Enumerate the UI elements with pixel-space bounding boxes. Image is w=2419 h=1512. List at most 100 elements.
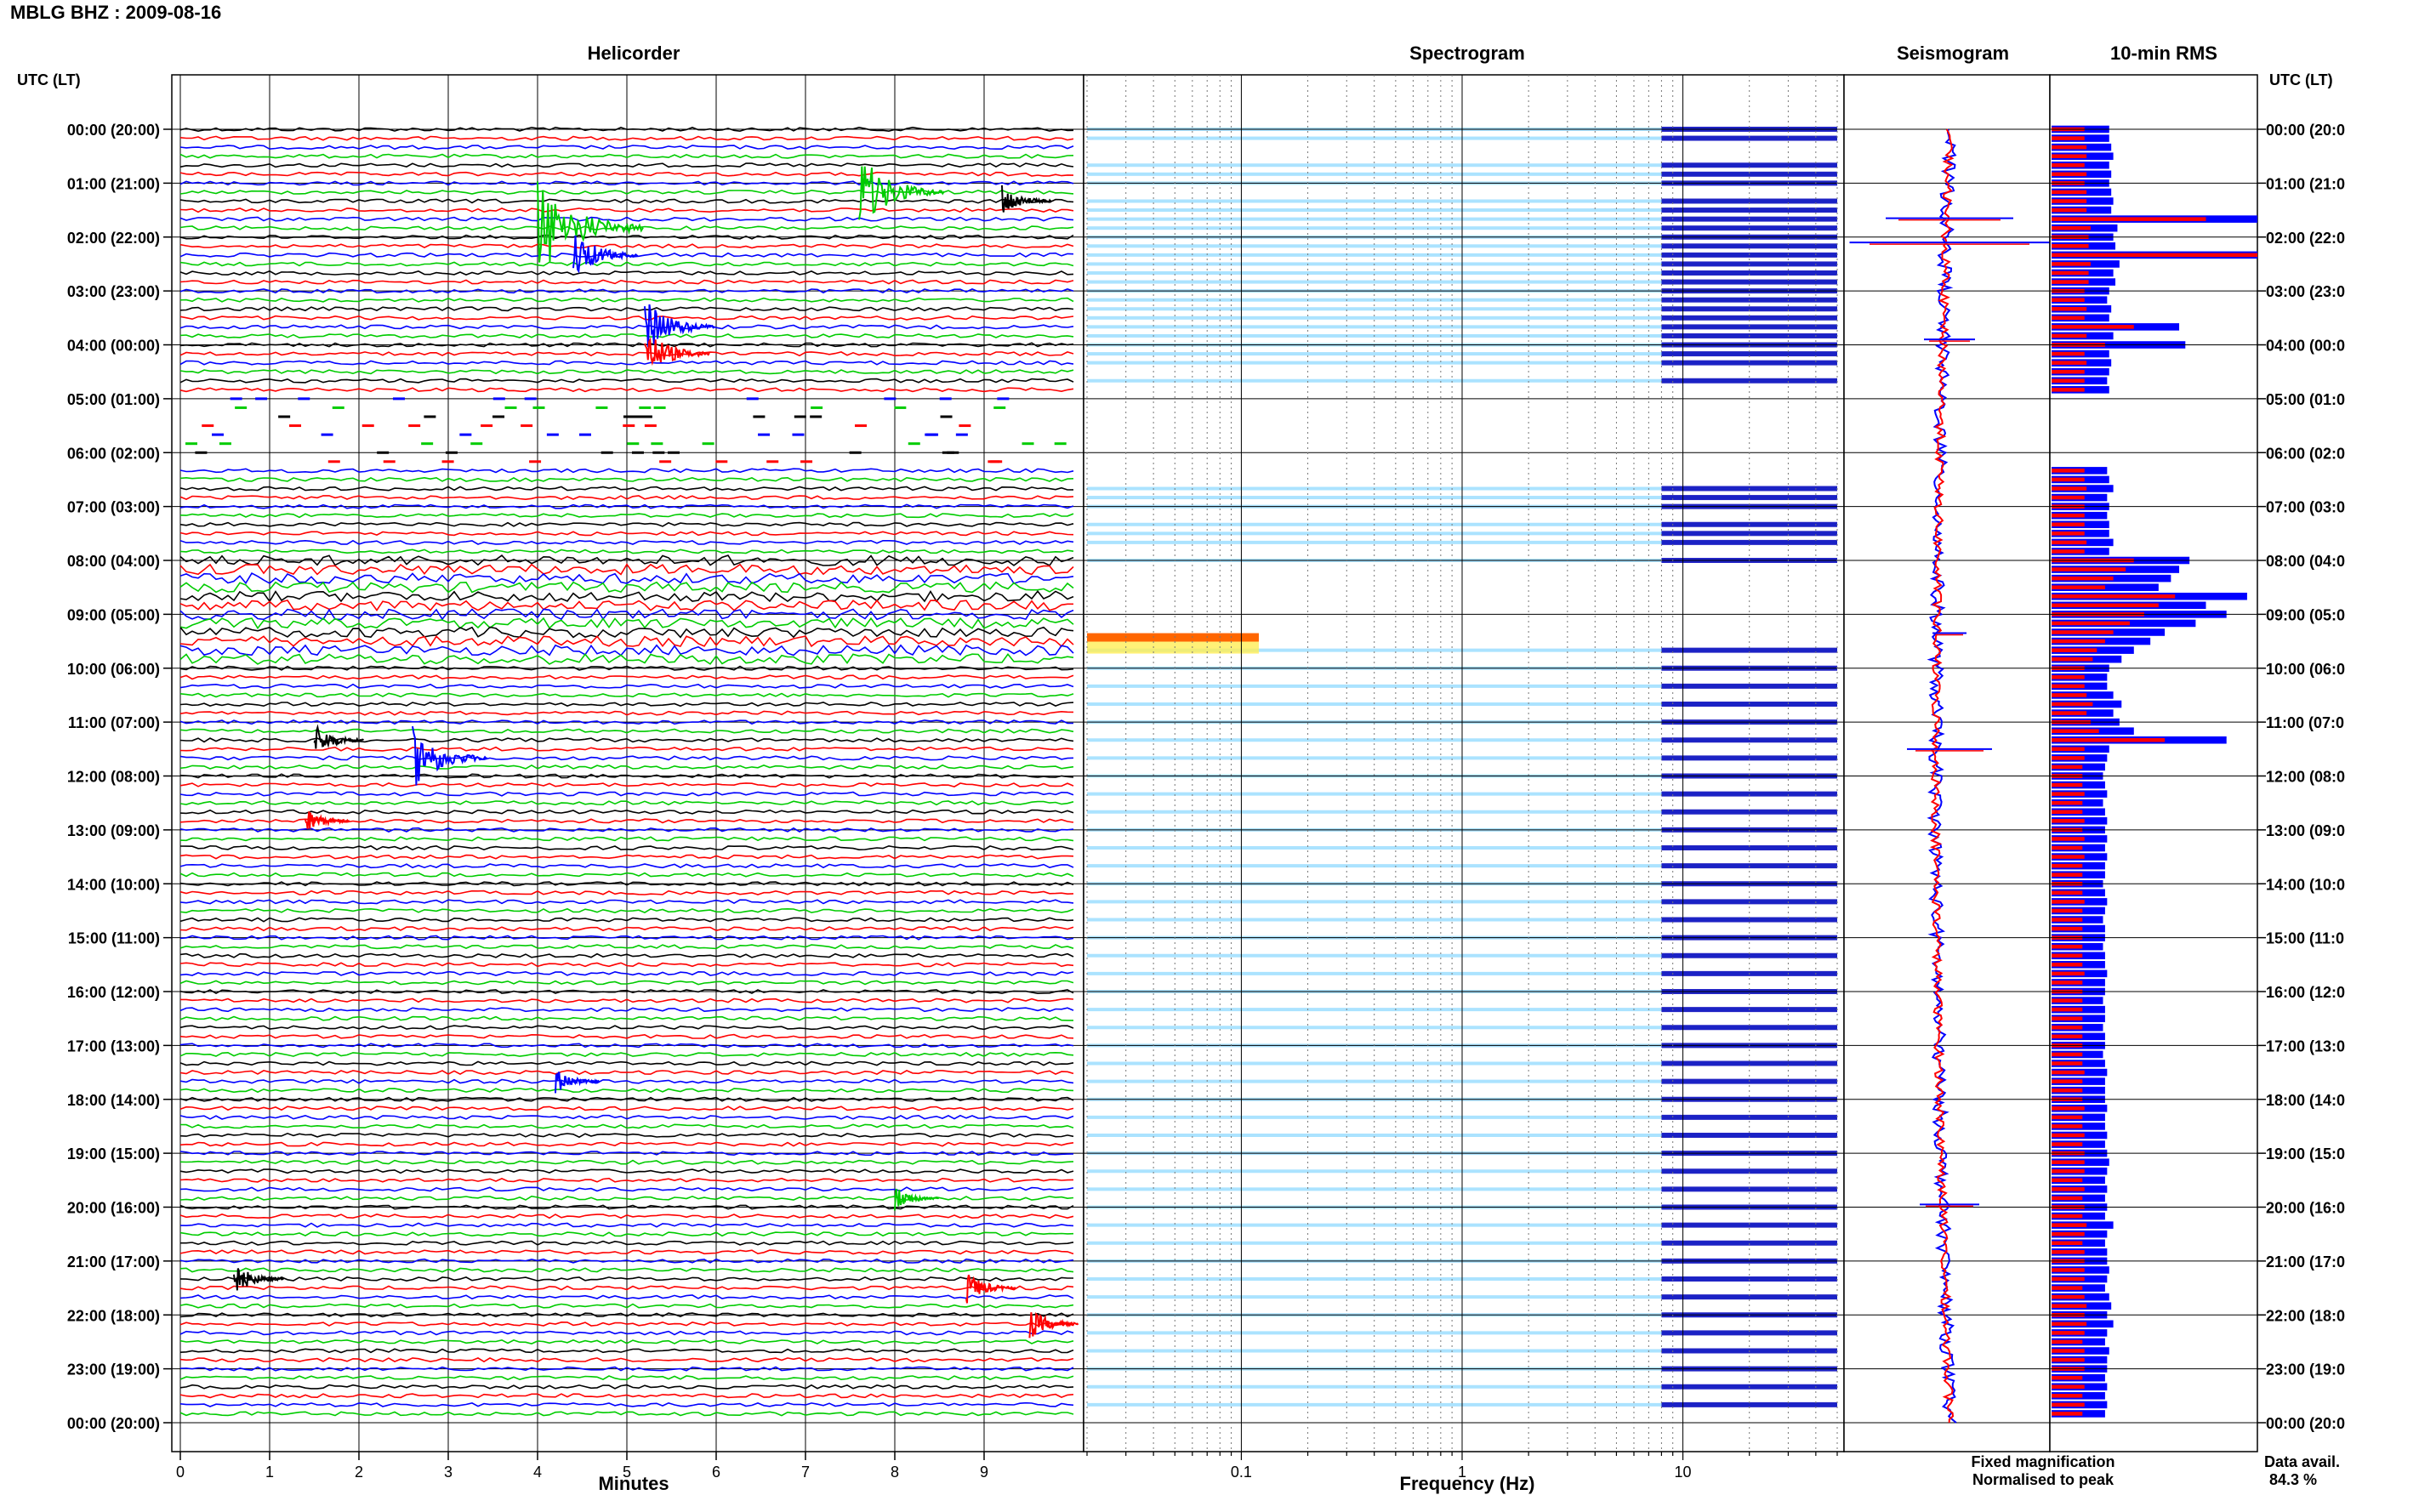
time-label-right: 06:00 (02:0 — [2266, 445, 2345, 462]
rms-bar-normalised — [2052, 648, 2097, 652]
minute-tick-label: 8 — [891, 1464, 899, 1481]
rms-bar-normalised — [2052, 388, 2085, 392]
time-label-right: 09:00 (05:0 — [2266, 606, 2345, 623]
helicorder-trace — [179, 1168, 1074, 1174]
seismic-event — [233, 1268, 284, 1291]
rms-bar-normalised — [2052, 1115, 2083, 1120]
helicorder-trace — [179, 1222, 1074, 1228]
helicorder-trace — [179, 126, 1074, 133]
seismogram-panel-title: Seismogram — [1897, 43, 2009, 64]
spectrogram-panel — [1083, 74, 1845, 1452]
helicorder-trace — [179, 683, 1074, 689]
helicorder-trace — [179, 468, 1074, 474]
helicorder-trace — [179, 563, 1074, 576]
rms-bar-normalised — [2052, 369, 2085, 374]
rms-bar-normalised — [2052, 944, 2083, 949]
helicorder-trace — [179, 225, 1074, 231]
helicorder-trace — [179, 854, 1074, 860]
rms-bar-normalised — [2052, 1357, 2085, 1362]
helicorder-trace — [179, 589, 1074, 603]
rms-bar-normalised — [2052, 953, 2083, 958]
helicorder-trace — [179, 917, 1074, 923]
rms-bar-normalised — [2052, 1384, 2085, 1390]
frequency-tick-label: 1 — [1458, 1464, 1466, 1481]
helicorder-trace — [179, 1106, 1074, 1111]
time-label-left: 00:00 (20:00) — [67, 1415, 160, 1432]
rms-bar-normalised — [2052, 1349, 2085, 1353]
rms-bar-normalised — [2052, 1160, 2085, 1164]
spectrogram-high-band — [1661, 917, 1837, 923]
helicorder-trace — [179, 970, 1074, 976]
rms-bar-normalised — [2052, 262, 2091, 266]
spectrogram-high-band — [1661, 351, 1837, 357]
spectrogram-high-band — [1661, 755, 1837, 761]
seismogram-traces — [1849, 128, 2050, 1424]
spectrogram-high-band — [1661, 539, 1837, 545]
helicorder-trace — [179, 531, 1074, 537]
helicorder-trace — [179, 521, 1074, 527]
helicorder-trace — [179, 1186, 1074, 1192]
time-label-left: 22:00 (18:00) — [67, 1307, 160, 1324]
helicorder-trace — [179, 701, 1074, 708]
rms-bar-normalised — [2052, 711, 2087, 715]
rms-bar-normalised — [2052, 1088, 2083, 1093]
spectrogram-high-band — [1661, 162, 1837, 168]
time-label-left: 20:00 (16:00) — [67, 1200, 160, 1217]
spectrogram-high-band — [1661, 198, 1837, 204]
spectrogram-high-band — [1661, 531, 1837, 537]
helicorder-trace — [179, 1070, 1074, 1076]
time-label-right: 00:00 (20:0 — [2266, 1415, 2345, 1432]
helicorder-trace — [179, 944, 1074, 950]
helicorder-trace — [179, 791, 1074, 797]
time-label-left: 07:00 (03:00) — [67, 499, 160, 516]
minute-tick-label: 7 — [801, 1464, 810, 1481]
seismic-event — [537, 181, 644, 263]
legend-fixed-magnification: Fixed magnification — [1971, 1453, 2114, 1470]
rms-bar-normalised — [2052, 154, 2087, 158]
time-label-right: 16:00 (12:0 — [2266, 984, 2345, 1001]
helicorder-trace — [179, 513, 1074, 519]
rms-bar-normalised — [2052, 998, 2083, 1003]
helicorder-trace — [179, 243, 1074, 249]
helicorder-trace — [179, 145, 1074, 151]
rms-bar-normalised — [2052, 217, 2206, 221]
helicorder-panel-title: Helicorder — [588, 43, 680, 64]
spectrogram-high-band — [1661, 952, 1837, 958]
helicorder-trace — [179, 1204, 1074, 1210]
helicorder-trace — [180, 998, 1074, 1003]
spectrogram-high-band — [1661, 845, 1837, 850]
seismic-event — [305, 811, 350, 829]
time-label-right: 21:00 (17:0 — [2266, 1253, 2345, 1270]
helicorder-trace — [179, 1356, 1074, 1363]
rms-bar-normalised — [2052, 567, 2126, 571]
rms-bar-normalised — [2052, 531, 2085, 536]
time-label-right: 15:00 (11:0 — [2266, 930, 2344, 947]
legend-normalised-to-peak: Normalised to peak — [1972, 1471, 2114, 1488]
rms-bar-normalised — [2052, 244, 2089, 248]
rms-bar-normalised — [2052, 908, 2083, 913]
minutes-axis-label: Minutes — [598, 1473, 669, 1494]
helicorder-trace — [179, 1330, 1074, 1336]
time-label-right: 01:00 (21:0 — [2266, 175, 2345, 192]
helicorder-trace — [179, 1114, 1074, 1120]
helicorder-trace — [179, 279, 1074, 285]
helicorder-trace — [179, 617, 1074, 630]
spectrogram-high-band — [1661, 1168, 1837, 1174]
rms-bar-normalised — [2052, 926, 2083, 931]
minute-tick-label: 5 — [623, 1464, 631, 1481]
rms-bar-normalised — [2052, 1394, 2083, 1398]
data-availability-value: 84.3 % — [2269, 1471, 2317, 1488]
seismic-event — [1001, 185, 1052, 213]
helicorder-trace — [179, 1411, 1074, 1417]
data-availability-label: Data avail. — [2264, 1453, 2340, 1470]
seismogram-fixed-trace — [1927, 128, 1957, 1424]
rms-bar-normalised — [2052, 1276, 2085, 1282]
rms-bar-normalised — [2052, 190, 2087, 195]
rms-gridlines — [2050, 128, 2257, 1424]
helicorder-trace — [179, 935, 1074, 941]
rms-bar-normalised — [2052, 540, 2087, 545]
helicorder-traces — [179, 126, 1079, 1417]
spectrogram-high-band — [1661, 243, 1837, 249]
time-label-left: 00:00 (20:00) — [67, 122, 160, 139]
seismic-event — [1028, 1311, 1079, 1339]
